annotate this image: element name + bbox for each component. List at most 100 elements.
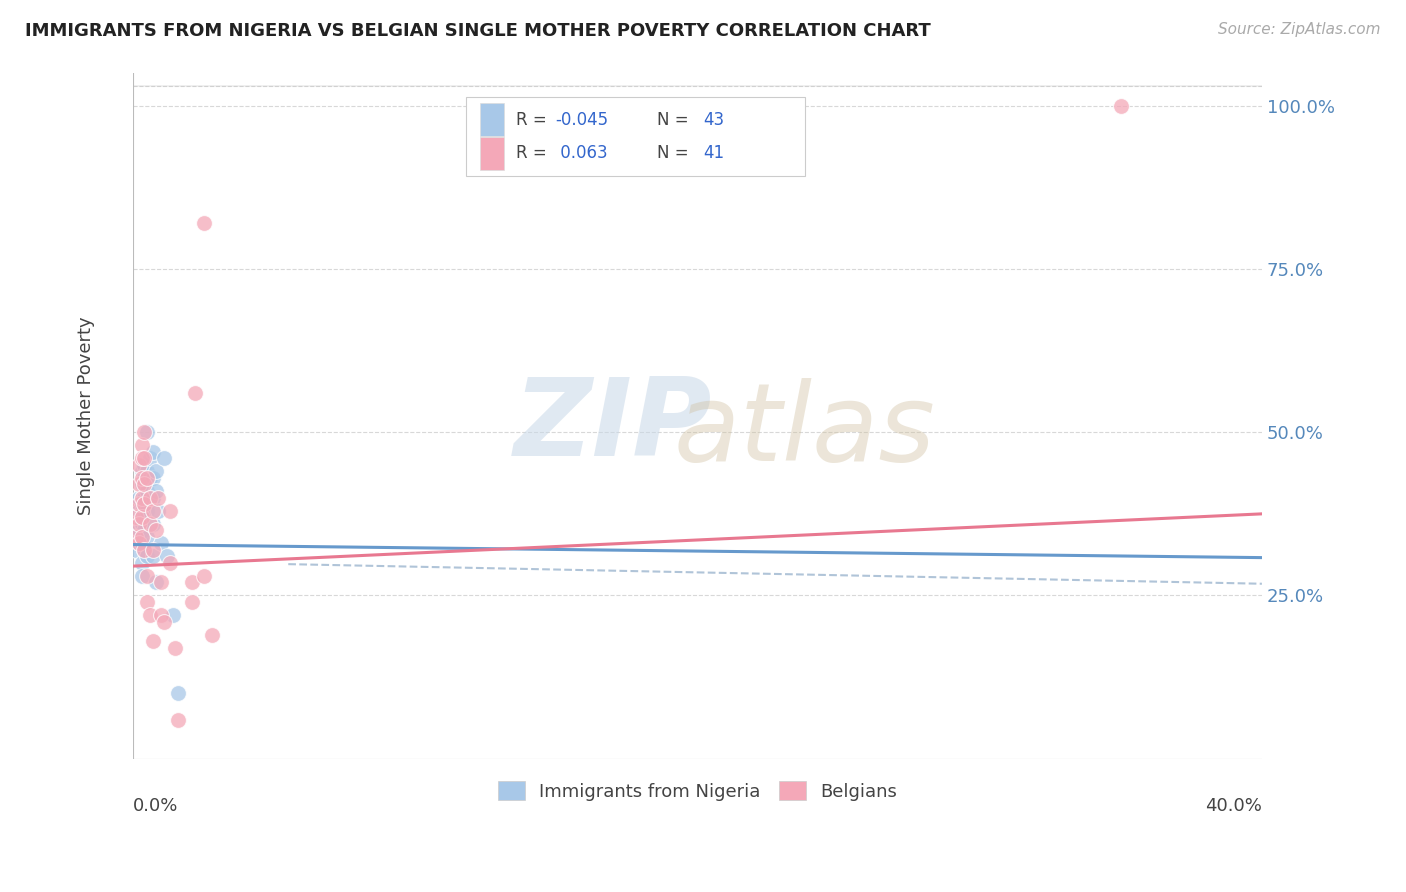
Point xyxy=(131,516,153,531)
Point xyxy=(131,510,153,524)
Text: Source: ZipAtlas.com: Source: ZipAtlas.com xyxy=(1218,22,1381,37)
Point xyxy=(150,575,173,590)
Point xyxy=(134,458,156,472)
Point xyxy=(131,569,153,583)
Text: 41: 41 xyxy=(703,145,724,162)
Point xyxy=(134,425,156,440)
Point xyxy=(150,536,173,550)
Point xyxy=(139,516,162,531)
Point xyxy=(131,503,153,517)
Point xyxy=(167,686,190,700)
Point xyxy=(153,451,176,466)
Point xyxy=(136,569,159,583)
Point xyxy=(128,516,150,531)
Point xyxy=(193,216,215,230)
Point xyxy=(131,471,153,485)
Text: ZIP: ZIP xyxy=(513,373,711,479)
Point xyxy=(131,464,153,478)
Point xyxy=(184,386,207,401)
Point xyxy=(131,477,153,491)
Point xyxy=(142,516,165,531)
Point xyxy=(125,542,148,557)
Point xyxy=(125,510,148,524)
Text: 0.063: 0.063 xyxy=(555,145,607,162)
Point xyxy=(136,425,159,440)
Point xyxy=(153,615,176,629)
Point xyxy=(142,542,165,557)
Point xyxy=(139,491,162,505)
Point xyxy=(136,595,159,609)
Bar xyxy=(479,136,505,169)
Point xyxy=(136,464,159,478)
Point xyxy=(148,491,170,505)
Point xyxy=(165,640,187,655)
Point xyxy=(145,523,167,537)
Text: IMMIGRANTS FROM NIGERIA VS BELGIAN SINGLE MOTHER POVERTY CORRELATION CHART: IMMIGRANTS FROM NIGERIA VS BELGIAN SINGL… xyxy=(25,22,931,40)
Point xyxy=(136,471,159,485)
Text: atlas: atlas xyxy=(673,378,935,483)
Point xyxy=(131,530,153,544)
Point xyxy=(134,542,156,557)
Point xyxy=(134,503,156,517)
Point xyxy=(128,536,150,550)
Text: N =: N = xyxy=(657,111,693,128)
Point xyxy=(136,549,159,564)
Point xyxy=(181,575,204,590)
Text: -0.045: -0.045 xyxy=(555,111,609,128)
Point xyxy=(201,628,224,642)
Point xyxy=(142,634,165,648)
Point xyxy=(131,536,153,550)
Point xyxy=(139,471,162,485)
Legend: Immigrants from Nigeria, Belgians: Immigrants from Nigeria, Belgians xyxy=(491,774,904,808)
Point xyxy=(131,438,153,452)
Point xyxy=(193,569,215,583)
Point xyxy=(128,458,150,472)
Text: 0.0%: 0.0% xyxy=(134,797,179,814)
Point xyxy=(148,503,170,517)
Point xyxy=(142,491,165,505)
Point xyxy=(134,477,156,491)
Point xyxy=(167,713,190,727)
Point xyxy=(134,471,156,485)
Point xyxy=(159,503,181,517)
Text: 43: 43 xyxy=(703,111,724,128)
Point xyxy=(134,491,156,505)
Point xyxy=(128,523,150,537)
Point xyxy=(139,491,162,505)
Point xyxy=(1109,98,1132,112)
Text: Single Mother Poverty: Single Mother Poverty xyxy=(76,317,94,516)
Point xyxy=(150,608,173,623)
Point xyxy=(145,575,167,590)
Point xyxy=(131,491,153,505)
Point xyxy=(159,556,181,570)
Point xyxy=(142,445,165,459)
Point xyxy=(142,549,165,564)
Text: 40.0%: 40.0% xyxy=(1205,797,1263,814)
Point xyxy=(131,451,153,466)
Point xyxy=(134,451,156,466)
Point xyxy=(134,523,156,537)
Point xyxy=(139,608,162,623)
Point xyxy=(156,549,179,564)
Point xyxy=(181,595,204,609)
Point xyxy=(128,491,150,505)
Point xyxy=(131,556,153,570)
Point xyxy=(134,497,156,511)
Point xyxy=(134,542,156,557)
Point xyxy=(125,530,148,544)
Text: R =: R = xyxy=(516,111,551,128)
Point xyxy=(125,530,148,544)
Point xyxy=(139,451,162,466)
Text: R =: R = xyxy=(516,145,551,162)
Point xyxy=(128,503,150,517)
FancyBboxPatch shape xyxy=(465,97,804,176)
Point xyxy=(162,608,184,623)
Point xyxy=(145,483,167,498)
Point xyxy=(136,530,159,544)
Point xyxy=(128,497,150,511)
Point xyxy=(136,483,159,498)
Point xyxy=(128,477,150,491)
Point xyxy=(128,536,150,550)
Text: N =: N = xyxy=(657,145,693,162)
Point xyxy=(145,464,167,478)
